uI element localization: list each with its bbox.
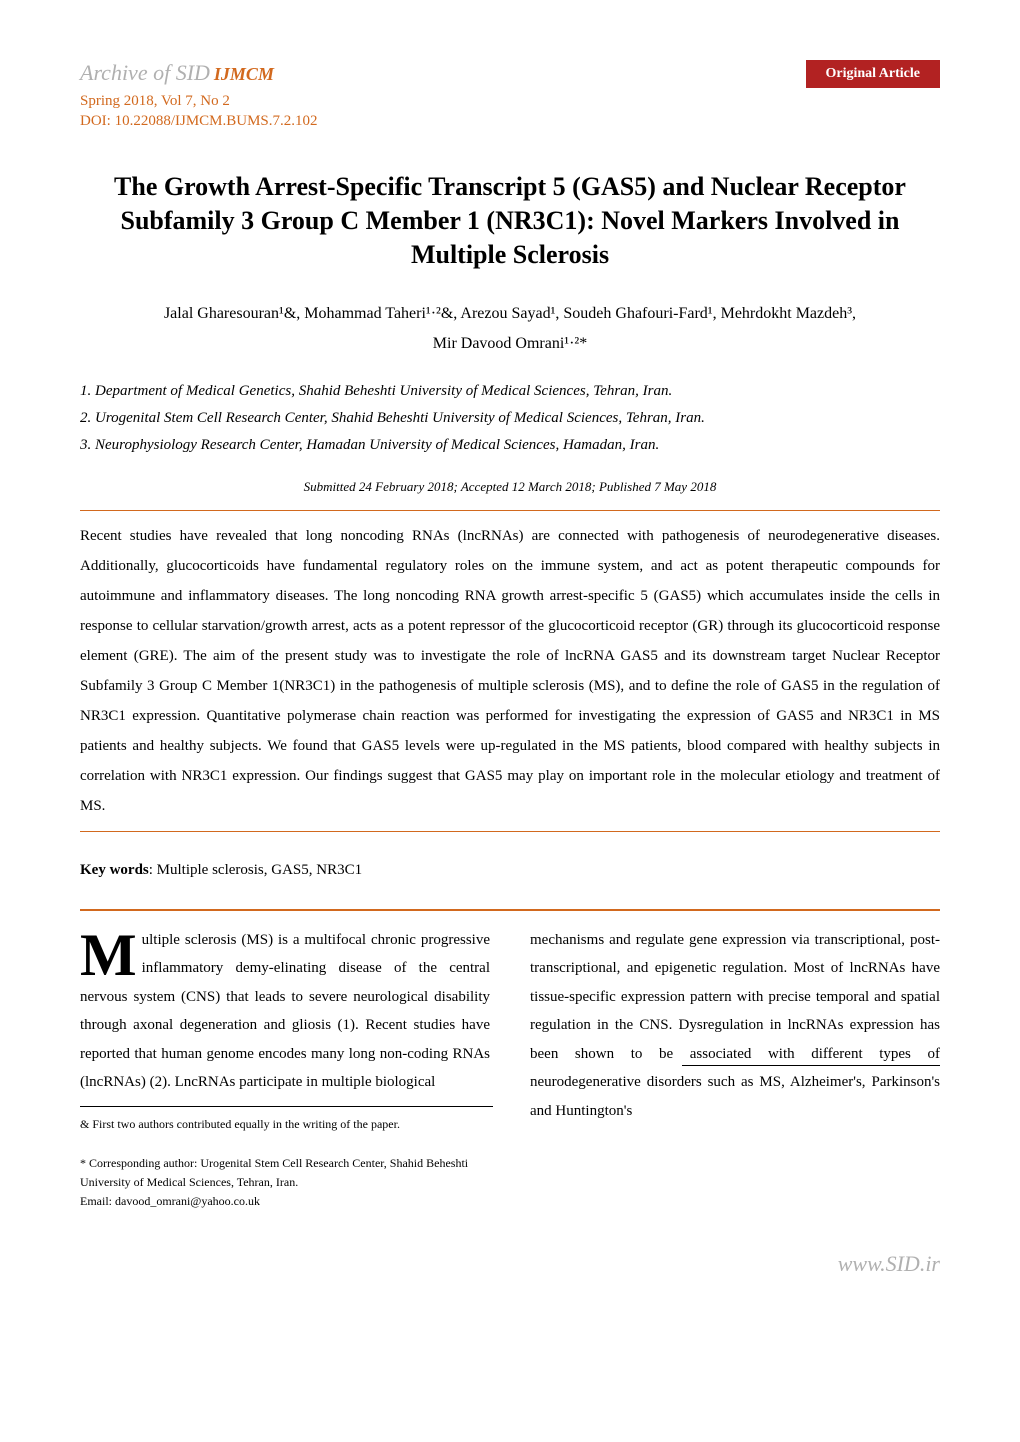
body-columns: Multiple sclerosis (MS) is a multifocal … [80, 926, 940, 1126]
submission-dates: Submitted 24 February 2018; Accepted 12 … [80, 479, 940, 495]
journal-name: IJMCM [214, 64, 274, 84]
keywords: Key words: Multiple sclerosis, GAS5, NR3… [80, 862, 940, 879]
archive-watermark: Archive of SID [80, 60, 210, 85]
footnote-corresponding: * Corresponding author: Urogenital Stem … [80, 1154, 493, 1192]
body-column-right: mechanisms and regulate gene expression … [530, 926, 940, 1126]
header-left: Archive of SID IJMCM [80, 60, 274, 86]
affiliations: 1. Department of Medical Genetics, Shahi… [80, 378, 940, 459]
body-top-divider [80, 909, 940, 911]
affiliation-1: 1. Department of Medical Genetics, Shahi… [80, 378, 940, 405]
authors-line-2: Mir Davood Omrani¹·²* [80, 335, 940, 353]
footer-watermark: www.SID.ir [80, 1251, 940, 1277]
keywords-text: : Multiple sclerosis, GAS5, NR3C1 [149, 862, 362, 878]
article-title: The Growth Arrest-Specific Transcript 5 … [80, 170, 940, 271]
dropcap: M [80, 931, 137, 979]
abstract: Recent studies have revealed that long n… [80, 510, 940, 832]
header-row: Archive of SID IJMCM Original Article [80, 60, 940, 88]
doi: DOI: 10.22088/IJMCM.BUMS.7.2.102 [80, 113, 940, 130]
body-column-left: Multiple sclerosis (MS) is a multifocal … [80, 926, 490, 1126]
affiliation-3: 3. Neurophysiology Research Center, Hama… [80, 432, 940, 459]
keywords-label: Key words [80, 862, 149, 878]
body-text-col2: mechanisms and regulate gene expression … [530, 932, 940, 1119]
article-type-badge: Original Article [806, 60, 940, 88]
body-text-col1: ultiple sclerosis (MS) is a multifocal c… [80, 932, 490, 1091]
journal-issue: Spring 2018, Vol 7, No 2 [80, 93, 940, 110]
authors-line-1: Jalal Gharesouran¹&, Mohammad Taheri¹·²&… [80, 301, 940, 327]
affiliation-2: 2. Urogenital Stem Cell Research Center,… [80, 405, 940, 432]
footnote-email: Email: davood_omrani@yahoo.co.uk [80, 1192, 493, 1211]
